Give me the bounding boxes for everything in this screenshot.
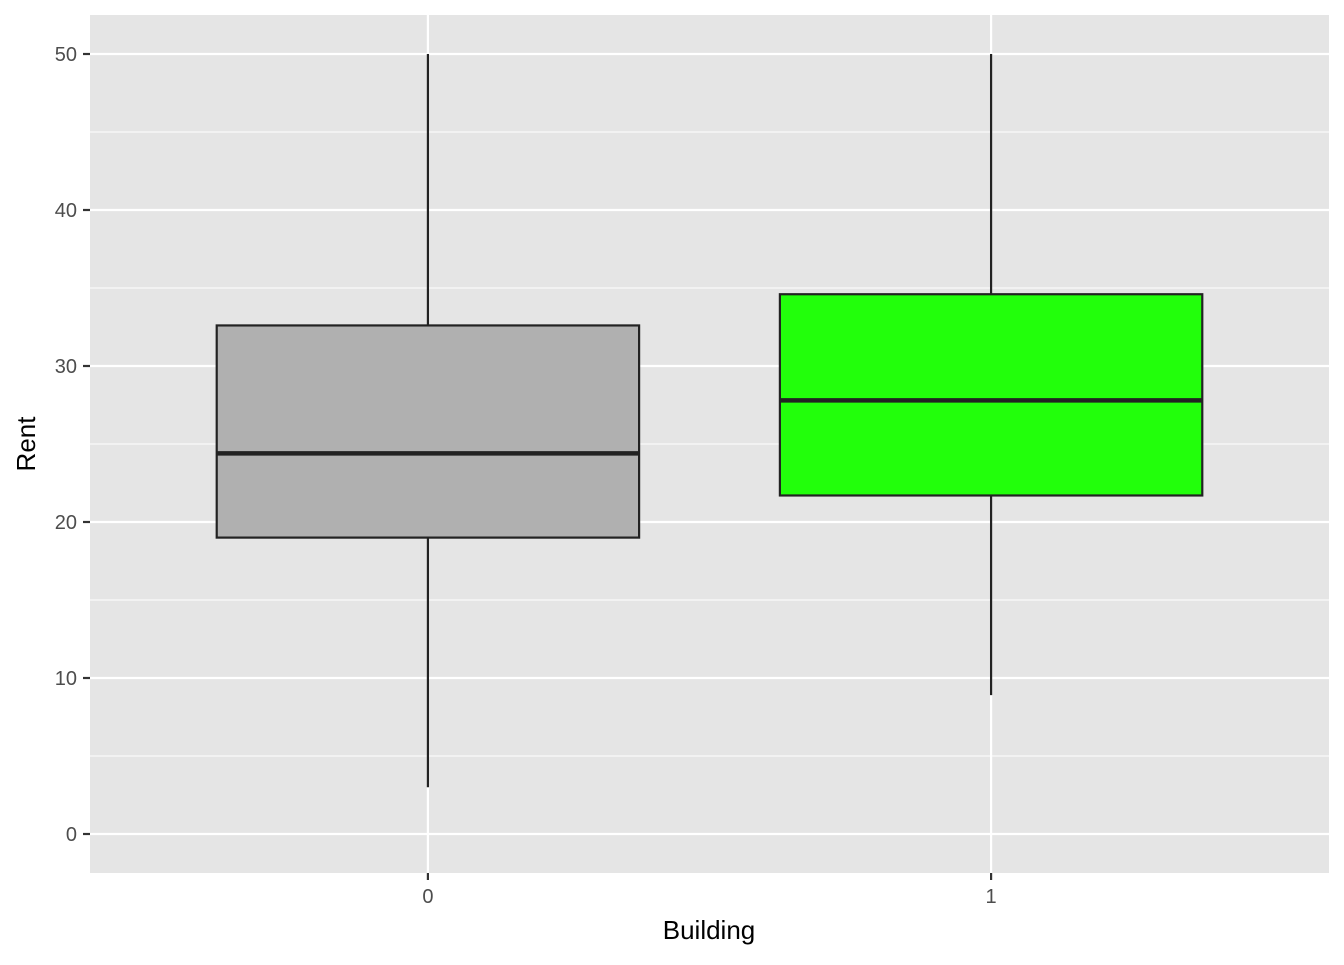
y-tick-label: 40 [55, 200, 77, 222]
box-series [215, 54, 1204, 788]
y-tick-label: 50 [55, 44, 77, 66]
iqr-box [778, 293, 1204, 497]
y-tick-label: 10 [55, 668, 77, 690]
x-axis-title: Building [663, 915, 756, 945]
y-tick-label: 30 [55, 356, 77, 378]
y-tick-label: 20 [55, 512, 77, 534]
y-tick-label: 0 [66, 824, 77, 846]
y-axis-title: Rent [11, 416, 41, 472]
x-tick-label: 0 [422, 886, 433, 908]
box-0 [215, 54, 641, 788]
iqr-box [215, 324, 641, 539]
axes: 0 10 20 30 40 50 0 1 [55, 44, 997, 908]
box-1 [778, 54, 1204, 696]
x-tick-label: 1 [986, 886, 997, 908]
